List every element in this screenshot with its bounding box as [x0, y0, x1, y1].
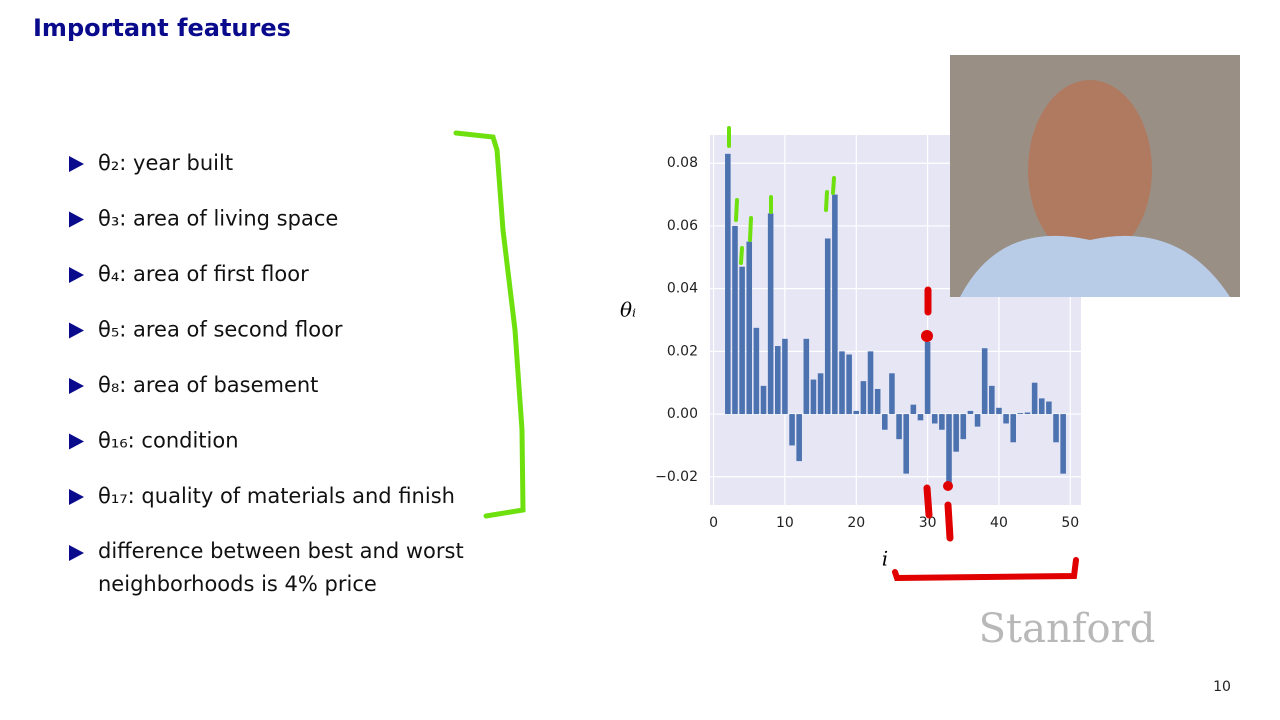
bar — [796, 414, 802, 462]
bullet-marker — [69, 545, 84, 561]
bullet-text: neighborhoods is 4% price — [98, 572, 377, 596]
annotation-brace — [453, 130, 526, 519]
bar — [817, 373, 824, 415]
bullet-marker — [69, 322, 84, 339]
bar — [924, 341, 931, 415]
annotation-mark — [923, 286, 954, 542]
y-tick-label: 0.00 — [667, 406, 698, 422]
bullet-marker — [69, 156, 84, 172]
bullet-marker — [69, 211, 84, 228]
annotation-bracket — [892, 557, 1079, 582]
bar — [1010, 414, 1017, 443]
bullet-marker — [69, 378, 84, 394]
y-tick-label: 0.02 — [667, 343, 698, 359]
bar — [767, 213, 774, 415]
y-tick-label: 0.04 — [667, 281, 698, 297]
x-tick-label: 50 — [1061, 515, 1079, 531]
bullet-list: θ₂: year built θ₃: area of living space θ₄… — [69, 151, 464, 596]
x-tick-label: 30 — [919, 515, 937, 531]
bullet-marker — [69, 267, 84, 283]
bar — [1053, 414, 1059, 443]
annotation-mark — [727, 126, 836, 265]
annotation-dot — [921, 330, 933, 342]
bullet-text: θ₁₇: quality of materials and finish — [98, 484, 455, 508]
bullet-text: θ₂: year built — [98, 151, 233, 175]
bar — [774, 346, 781, 415]
bar — [946, 414, 952, 484]
bar — [746, 241, 753, 415]
bar — [1017, 413, 1024, 415]
bar — [860, 381, 867, 415]
page-number: 10 — [1213, 679, 1231, 695]
bullet-text: θ₅: area of second floor — [98, 318, 343, 342]
bar — [939, 414, 945, 430]
bar — [981, 348, 988, 415]
bullet-marker — [69, 489, 84, 505]
x-tick-label: 20 — [847, 515, 865, 531]
slide-title: Important features — [33, 14, 291, 42]
bar — [1038, 398, 1045, 415]
bar — [782, 338, 788, 415]
bullet-text: θ₄: area of first floor — [98, 262, 309, 286]
bar — [953, 414, 959, 452]
bar — [1024, 412, 1031, 415]
bar — [889, 373, 895, 415]
x-tick-label: 0 — [709, 515, 718, 531]
x-axis-label: i — [882, 547, 888, 571]
bullet-text: θ₁₆: condition — [98, 429, 239, 453]
bullet-marker — [69, 433, 84, 450]
y-tick-label: −0.02 — [655, 469, 698, 485]
bar — [917, 414, 924, 421]
bar — [967, 410, 974, 415]
bar — [810, 379, 817, 415]
logo: Stanford — [979, 606, 1156, 652]
bar — [853, 410, 860, 415]
bar — [789, 414, 795, 446]
x-tick-label: 40 — [990, 515, 1008, 531]
speaker-head — [1028, 80, 1152, 260]
y-tick-label: 0.06 — [667, 218, 698, 234]
y-tick-label: 0.08 — [667, 155, 698, 171]
annotation-dot — [943, 481, 953, 491]
bar — [874, 388, 881, 415]
bar — [846, 354, 852, 415]
bar — [882, 414, 888, 430]
y-axis-label: θᵢ — [620, 298, 636, 322]
bar — [732, 225, 738, 415]
bar — [896, 414, 902, 440]
bar — [739, 266, 745, 415]
bar — [725, 153, 731, 415]
bar — [974, 414, 981, 427]
bar — [996, 407, 1002, 415]
bar — [960, 414, 967, 440]
bar — [910, 404, 917, 415]
bullet-text: θ₈: area of basement — [98, 373, 318, 397]
bar — [760, 385, 767, 415]
bar — [803, 338, 810, 415]
bar — [931, 414, 938, 424]
bar — [867, 351, 874, 415]
bar — [1060, 414, 1066, 474]
bar — [832, 194, 838, 415]
bar — [989, 385, 995, 415]
bar — [1031, 382, 1038, 415]
bullet-text: θ₃: area of living space — [98, 207, 338, 231]
bullet-text: difference between best and worst — [98, 539, 464, 563]
bar — [903, 414, 909, 474]
x-tick-label: 10 — [776, 515, 794, 531]
bar — [1046, 401, 1052, 415]
speaker-shirt — [960, 235, 1230, 297]
bar — [824, 238, 831, 415]
bar — [1003, 414, 1009, 424]
bar — [839, 351, 845, 415]
bar — [753, 327, 760, 415]
